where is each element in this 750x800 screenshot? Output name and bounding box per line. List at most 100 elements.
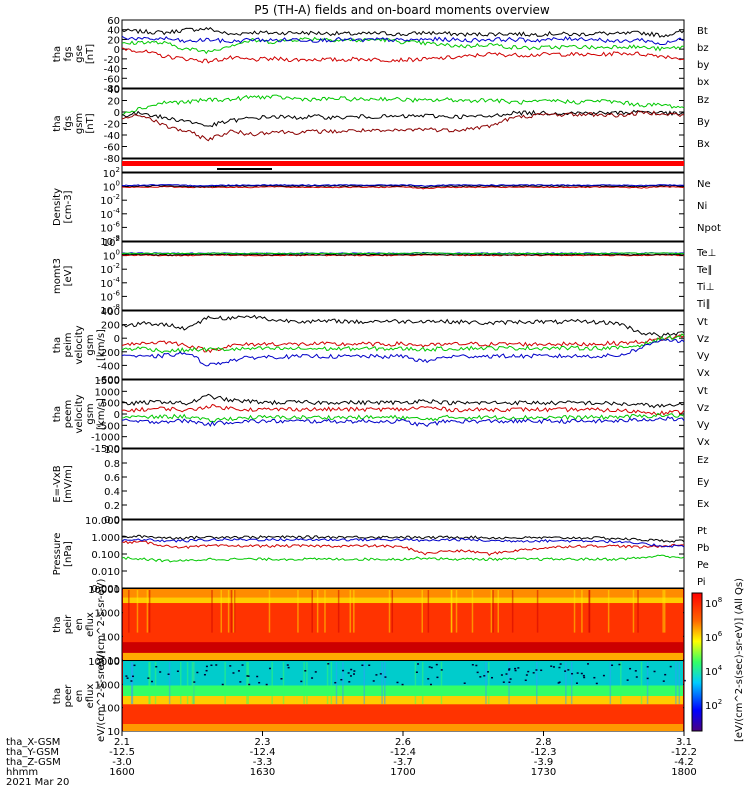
heatmap-streak [337, 590, 340, 633]
heatmap-speck [311, 677, 314, 679]
heatmap-streak [536, 662, 538, 704]
heatmap-speck [626, 679, 629, 681]
heatmap-speck [487, 671, 490, 673]
tick-label: 200 [101, 321, 120, 332]
heatmap-streak [335, 662, 338, 704]
tick-label: 1.000 [91, 533, 120, 544]
heatmap-speck [508, 669, 511, 671]
heatmap-speck [205, 669, 208, 672]
heatmap-streak [211, 590, 213, 633]
tick-label: -60 [104, 143, 120, 154]
heatmap-speck [239, 681, 242, 683]
series-line-bt [121, 27, 685, 38]
heatmap-speck [415, 671, 418, 673]
tick-label: -40 [104, 65, 120, 76]
heatmap-speck [196, 671, 199, 674]
series-line-vx [121, 338, 685, 367]
panel-ylabel: fgs [63, 116, 74, 131]
heatmap-streak [492, 590, 494, 633]
footer-value: -12.4 [390, 747, 416, 758]
series-line-bx [121, 35, 685, 45]
heatmap-streak [427, 590, 430, 633]
heatmap-speck [483, 675, 486, 677]
tick-label: 10-6 [100, 220, 120, 234]
heatmap-speck [176, 670, 179, 673]
panel-7: E=-VxB [mV/m] 1.0 0.8 0.6 0.4 0.2 0.0 Ez Ey Ex [52, 445, 709, 526]
heatmap-band [123, 603, 683, 643]
heatmap-speck [471, 664, 474, 666]
legend-vz: Vz [697, 403, 709, 414]
heatmap-speck [147, 677, 150, 679]
heatmap-speck [372, 680, 375, 682]
panel-ylabel: peer [63, 684, 74, 708]
panel-ylabel: en [74, 618, 85, 631]
heatmap-streak [224, 662, 226, 704]
tick-label: 10 [107, 727, 120, 738]
heatmap-streak [388, 590, 391, 633]
heatmap-speck [557, 682, 560, 684]
series-line-pi [121, 537, 685, 548]
colorbar: 108 106 104 102 [eV/(cm^2-s(sec)-sr-eV)] (Al… [691, 578, 745, 742]
heatmap-speck [237, 670, 240, 672]
heatmap-streak [640, 662, 643, 704]
footer-value: 1700 [390, 767, 415, 778]
panel-ylabel: en [74, 690, 85, 703]
heatmap-speck [535, 669, 538, 671]
tick-label: 0.2 [104, 501, 120, 512]
tick-label: 0.001 [91, 584, 120, 595]
legend-by: By [697, 117, 710, 128]
heatmap-speck [126, 677, 129, 679]
tick-label: 0 [114, 334, 120, 345]
heatmap-streak [440, 662, 443, 704]
tick-label: -80 [104, 84, 120, 95]
tick-label: 1000 [95, 387, 120, 398]
heatmap-speck [241, 664, 244, 666]
heatmap-streak [149, 662, 151, 704]
heatmap-speck [550, 665, 553, 667]
legend-ti-: Ti∥ [696, 299, 711, 310]
heatmap-streak [497, 590, 500, 633]
panel-ylabel: eflux [85, 612, 96, 637]
heatmap-streak [381, 662, 383, 704]
tick-label: 0.6 [104, 473, 120, 484]
heatmap-speck [150, 680, 153, 683]
heatmap-streak [471, 590, 474, 633]
heatmap-streak [306, 662, 308, 704]
tick-label: 40 [107, 85, 120, 96]
footer-value: 1600 [109, 767, 134, 778]
heatmap-speck [396, 681, 399, 684]
heatmap-speck [327, 663, 330, 665]
legend-pe: Pe [697, 560, 709, 571]
heatmap-streak [186, 662, 189, 704]
heatmap-speck [428, 666, 431, 668]
legend-te-: Te∥ [696, 265, 713, 276]
series-line-vy [121, 412, 685, 423]
heatmap-speck [532, 672, 535, 674]
heatmap-streak [324, 590, 326, 633]
heatmap-speck [349, 675, 352, 677]
colorbar-gradient [691, 592, 703, 732]
heatmap-speck [133, 664, 136, 667]
heatmap-streak [450, 590, 453, 633]
footer-value: 2.1 [114, 737, 130, 748]
tick-label: 10-6 [100, 289, 120, 303]
tick-label: -200 [97, 348, 120, 359]
heatmap-speck [203, 673, 206, 676]
panel-ylabel: tha [52, 115, 63, 131]
panel-ylabel: Pressure [52, 533, 63, 576]
heatmap-streak [490, 590, 493, 633]
heatmap-streak [154, 662, 157, 704]
heatmap-streak [148, 662, 150, 704]
heatmap-speck [509, 678, 512, 680]
heatmap-streak [191, 662, 194, 704]
heatmap-streak [168, 662, 171, 704]
series-line-bz [121, 47, 685, 64]
panel-ylabel: [nPa] [63, 541, 74, 567]
heatmap-speck [505, 673, 508, 675]
footer-value: 1630 [250, 767, 275, 778]
heatmap-speck [314, 671, 317, 673]
panel-ylabel: tha [52, 406, 63, 422]
panel-4: momt3 [eV]10210010-210-410-610-8Te⊥Te∥Ti⊥… [52, 235, 716, 317]
heatmap-band [123, 696, 683, 705]
heatmap-band [123, 589, 683, 598]
